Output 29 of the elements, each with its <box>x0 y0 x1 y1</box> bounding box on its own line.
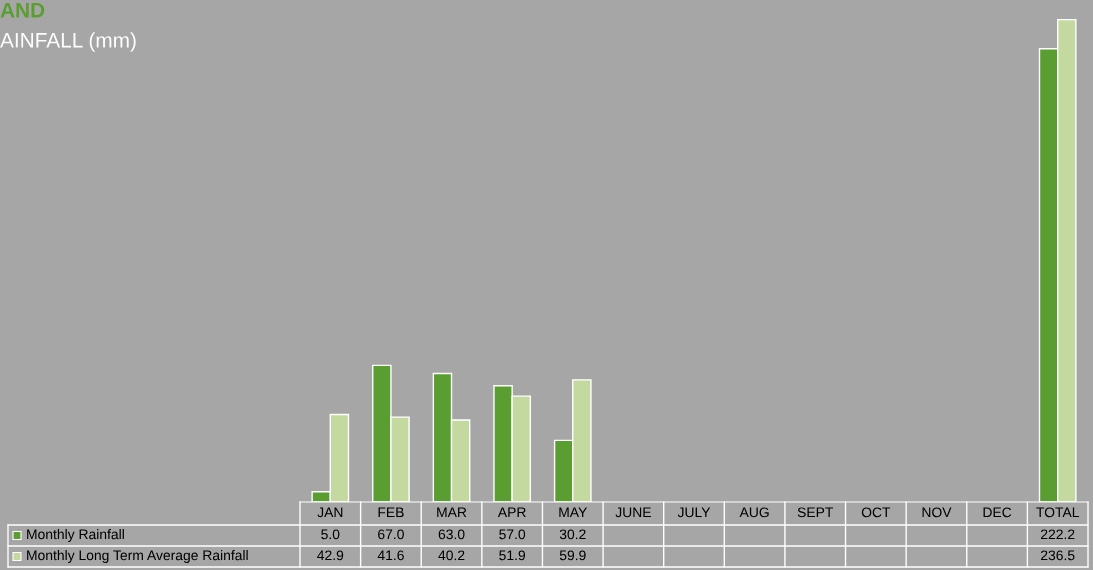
data-label: 63.0 <box>438 529 465 540</box>
legend-label: Monthly Rainfall <box>27 529 124 542</box>
data-label: 67.0 <box>378 529 404 540</box>
x-tick-label: NOV <box>922 507 952 518</box>
text: AND <box>0 3 45 18</box>
x-tick-label: OCT <box>861 507 891 518</box>
x-tick-label: JAN <box>317 507 343 518</box>
x-tick-label: JULY <box>677 507 711 518</box>
x-tick-label: AUG <box>739 507 769 518</box>
legend-label: Monthly Long Term Average Rainfall <box>27 550 248 563</box>
data-label: 5.0 <box>321 529 340 540</box>
data-label: 42.9 <box>317 550 344 561</box>
data-label: 40.2 <box>438 550 465 561</box>
x-tick-label: FEB <box>378 507 404 518</box>
data-label: 30.2 <box>559 529 586 540</box>
data-label: 59.9 <box>559 550 586 561</box>
data-label: 41.6 <box>377 550 404 561</box>
data-label: 222.2 <box>1041 529 1075 540</box>
x-tick-label: TOTAL <box>1036 507 1079 518</box>
x-tick-label: DEC <box>983 507 1012 518</box>
data-label: 57.0 <box>499 529 526 540</box>
x-tick-label: MAY <box>559 507 587 518</box>
x-tick-label: SEPT <box>797 507 834 518</box>
text: AINFALL (mm) <box>0 32 136 52</box>
x-tick-label: APR <box>497 507 526 518</box>
data-label: 51.9 <box>499 550 526 561</box>
data-label: 236.5 <box>1041 550 1075 561</box>
x-tick-label: MAR <box>437 507 467 518</box>
x-tick-label: JUNE <box>615 507 651 518</box>
